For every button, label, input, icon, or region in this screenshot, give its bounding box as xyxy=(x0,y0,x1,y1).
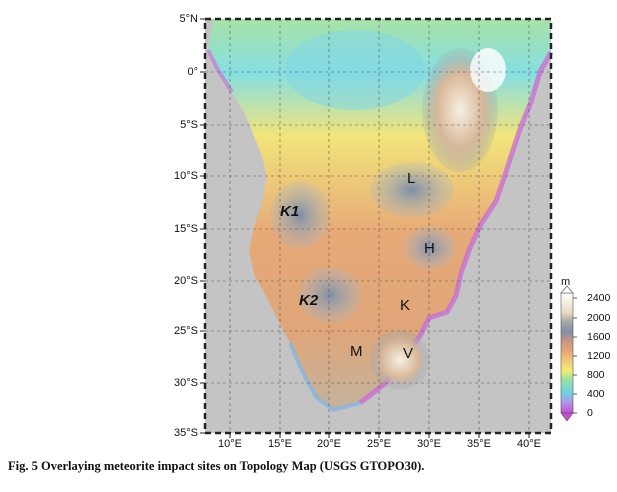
zimbabwe-plateau xyxy=(404,226,456,270)
colorbar-top-arrow xyxy=(560,285,574,294)
legend-tick-2400: 2400 xyxy=(587,292,611,304)
lon-label-20e: 20°E xyxy=(317,438,341,450)
lat-label-15s: 15°S xyxy=(174,223,198,235)
legend-tick-800: 800 xyxy=(587,369,605,381)
site-label-h: H xyxy=(424,240,435,257)
kenya-highlands xyxy=(470,48,506,92)
lat-label-5n: 5°N xyxy=(179,13,198,25)
lat-label-0: 0° xyxy=(187,66,198,78)
latitude-gridlines xyxy=(205,71,551,384)
elevation-colorbar xyxy=(560,292,574,414)
site-label-m: M xyxy=(350,343,363,360)
legend-tick-0: 0 xyxy=(587,407,593,419)
site-label-k2: K2 xyxy=(299,292,319,309)
coastal-fringe-west xyxy=(206,49,234,94)
congo-basin xyxy=(285,30,425,110)
legend-tick-400: 400 xyxy=(587,388,605,400)
drakensberg-highlands xyxy=(370,330,430,390)
colorbar-bottom-arrow xyxy=(560,412,574,422)
lat-label-10s: 10°S xyxy=(174,170,198,182)
lon-label-40e: 40°E xyxy=(517,438,541,450)
lat-label-5s: 5°S xyxy=(180,119,198,131)
site-label-k: K xyxy=(400,297,411,314)
map-frame xyxy=(203,17,553,435)
longitude-gridlines xyxy=(229,19,530,433)
lat-label-35s: 35°S xyxy=(174,427,198,439)
lon-label-10e: 10°E xyxy=(218,438,242,450)
angola-plateau xyxy=(270,181,330,249)
latitude-tick-marks xyxy=(200,18,205,434)
site-label-v: V xyxy=(403,345,414,362)
lon-label-35e: 35°E xyxy=(467,438,491,450)
lon-label-25e: 25°E xyxy=(367,438,391,450)
legend-tick-2000: 2000 xyxy=(587,312,611,324)
legend-tick-1200: 1200 xyxy=(587,350,611,362)
lon-label-30e: 30°E xyxy=(417,438,441,450)
lon-label-15e: 15°E xyxy=(268,438,292,450)
colorbar-ticks xyxy=(573,297,577,414)
site-label-k1: K1 xyxy=(280,203,300,220)
site-label-l: L xyxy=(407,170,416,187)
figure-caption: Fig. 5 Overlaying meteorite impact sites… xyxy=(8,459,425,473)
lat-label-25s: 25°S xyxy=(174,325,198,337)
longitude-tick-marks xyxy=(229,433,530,438)
legend-unit-label: m xyxy=(561,276,571,288)
coastal-fringe-south xyxy=(288,342,361,413)
lat-label-20s: 20°S xyxy=(174,275,198,287)
lat-label-30s: 30°S xyxy=(174,377,198,389)
legend-tick-1600: 1600 xyxy=(587,331,611,343)
